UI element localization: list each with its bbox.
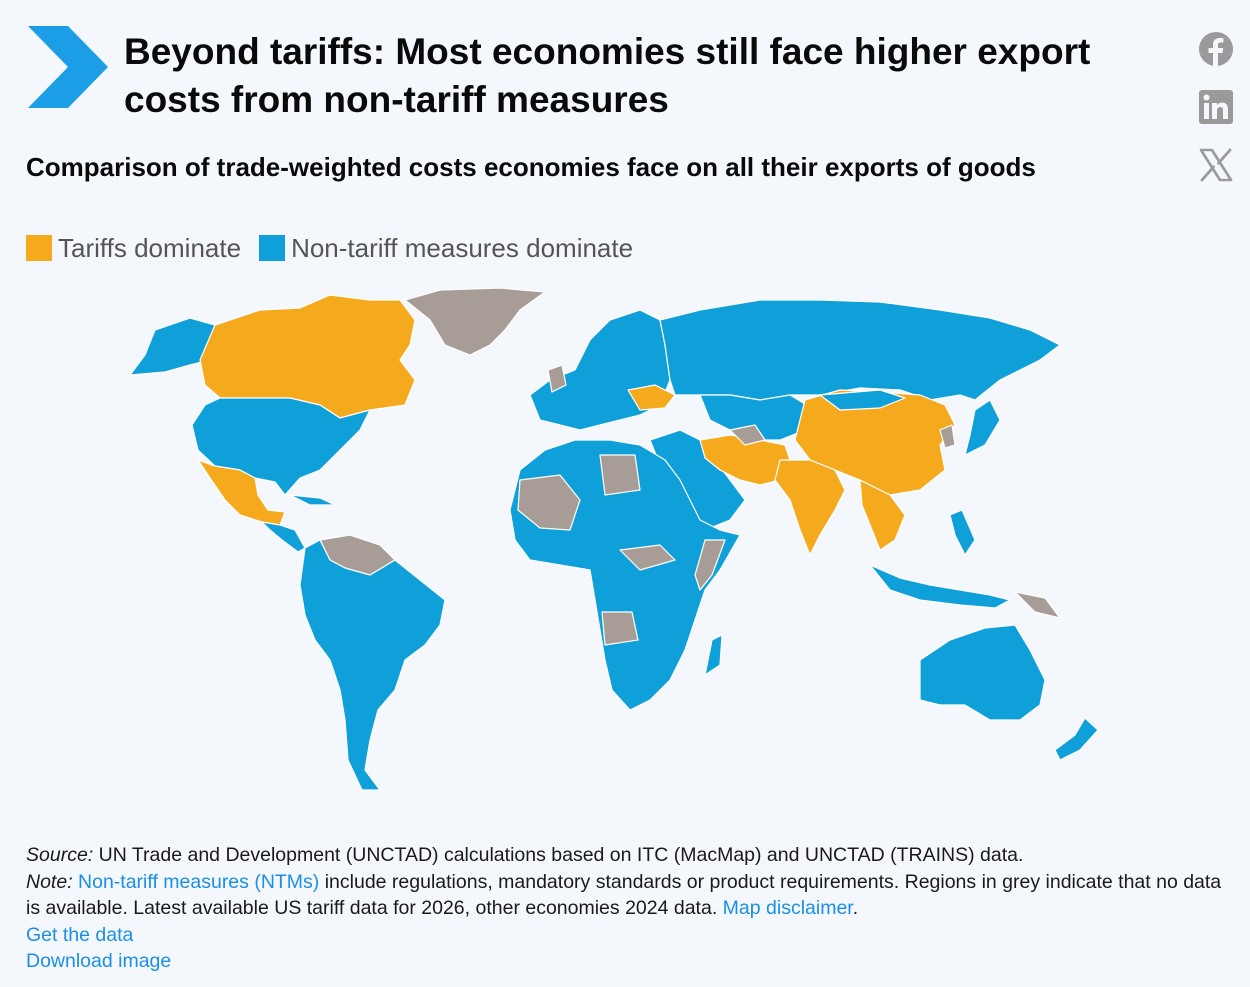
- ntm-link[interactable]: Non-tariff measures (NTMs): [78, 870, 320, 893]
- madagascar: [704, 634, 723, 676]
- get-data-link[interactable]: Get the data: [26, 923, 134, 946]
- note-text: include regulations, mandatory standards…: [26, 870, 1222, 920]
- uk: [547, 364, 567, 393]
- australia: [919, 624, 1046, 721]
- source-label: Source:: [26, 844, 94, 866]
- legend-item-tariffs: Tariffs dominate: [26, 233, 241, 264]
- united-states: [191, 397, 371, 496]
- philippines: [949, 509, 976, 556]
- japan: [964, 399, 1001, 456]
- legend: Tariffs dominate Non-tariff measures dom…: [26, 230, 651, 266]
- angola: [601, 611, 639, 646]
- map-disclaimer-link[interactable]: Map disclaimer: [722, 897, 853, 919]
- central-africa-region: [619, 544, 676, 571]
- india: [774, 459, 846, 556]
- linkedin-share-button[interactable]: [1198, 89, 1234, 125]
- caribbean: [289, 494, 336, 506]
- legend-item-ntm: Non-tariff measures dominate: [259, 233, 633, 264]
- x-icon: [1199, 148, 1233, 182]
- legend-label-ntm: Non-tariff measures dominate: [291, 232, 634, 263]
- tariffs-swatch: [26, 235, 52, 261]
- papua-new-guinea: [1014, 591, 1061, 619]
- mexico: [197, 459, 286, 526]
- korea: [939, 424, 956, 449]
- south-america: [299, 539, 446, 791]
- world-map: [129, 287, 1099, 791]
- new-zealand: [1054, 717, 1099, 761]
- linkedin-icon: [1199, 90, 1233, 124]
- indonesia: [869, 564, 1011, 609]
- note-end: .: [852, 897, 859, 919]
- download-image-link[interactable]: Download image: [26, 950, 172, 972]
- ntm-swatch: [259, 235, 286, 261]
- facebook-icon: [1199, 32, 1233, 67]
- sahara-region: [517, 474, 581, 531]
- somalia: [694, 539, 726, 591]
- russia: [659, 299, 1061, 401]
- legend-label-tariffs: Tariffs dominate: [58, 232, 242, 263]
- greenland: [404, 287, 546, 356]
- source-text: UN Trade and Development (UNCTAD) calcul…: [93, 844, 1024, 866]
- page-subtitle: Comparison of trade-weighted costs econo…: [26, 152, 1036, 182]
- x-share-button[interactable]: [1198, 147, 1234, 183]
- alaska: [129, 317, 216, 376]
- afghanistan: [729, 424, 766, 446]
- note-line: Note: Non-tariff measures (NTMs) include…: [26, 869, 1226, 922]
- chevron-arrow-icon: [28, 26, 108, 108]
- source-line: Source: UN Trade and Development (UNCTAD…: [26, 842, 1226, 869]
- footer: Source: UN Trade and Development (UNCTAD…: [26, 842, 1226, 975]
- ukraine: [627, 384, 676, 411]
- facebook-share-button[interactable]: [1198, 31, 1234, 67]
- libya: [599, 454, 641, 496]
- page-title: Beyond tariffs: Most economies still fac…: [124, 31, 1091, 120]
- mainland-southeast-asia: [859, 479, 906, 551]
- note-label: Note:: [26, 870, 73, 893]
- mongolia: [819, 389, 906, 411]
- central-america: [261, 521, 306, 553]
